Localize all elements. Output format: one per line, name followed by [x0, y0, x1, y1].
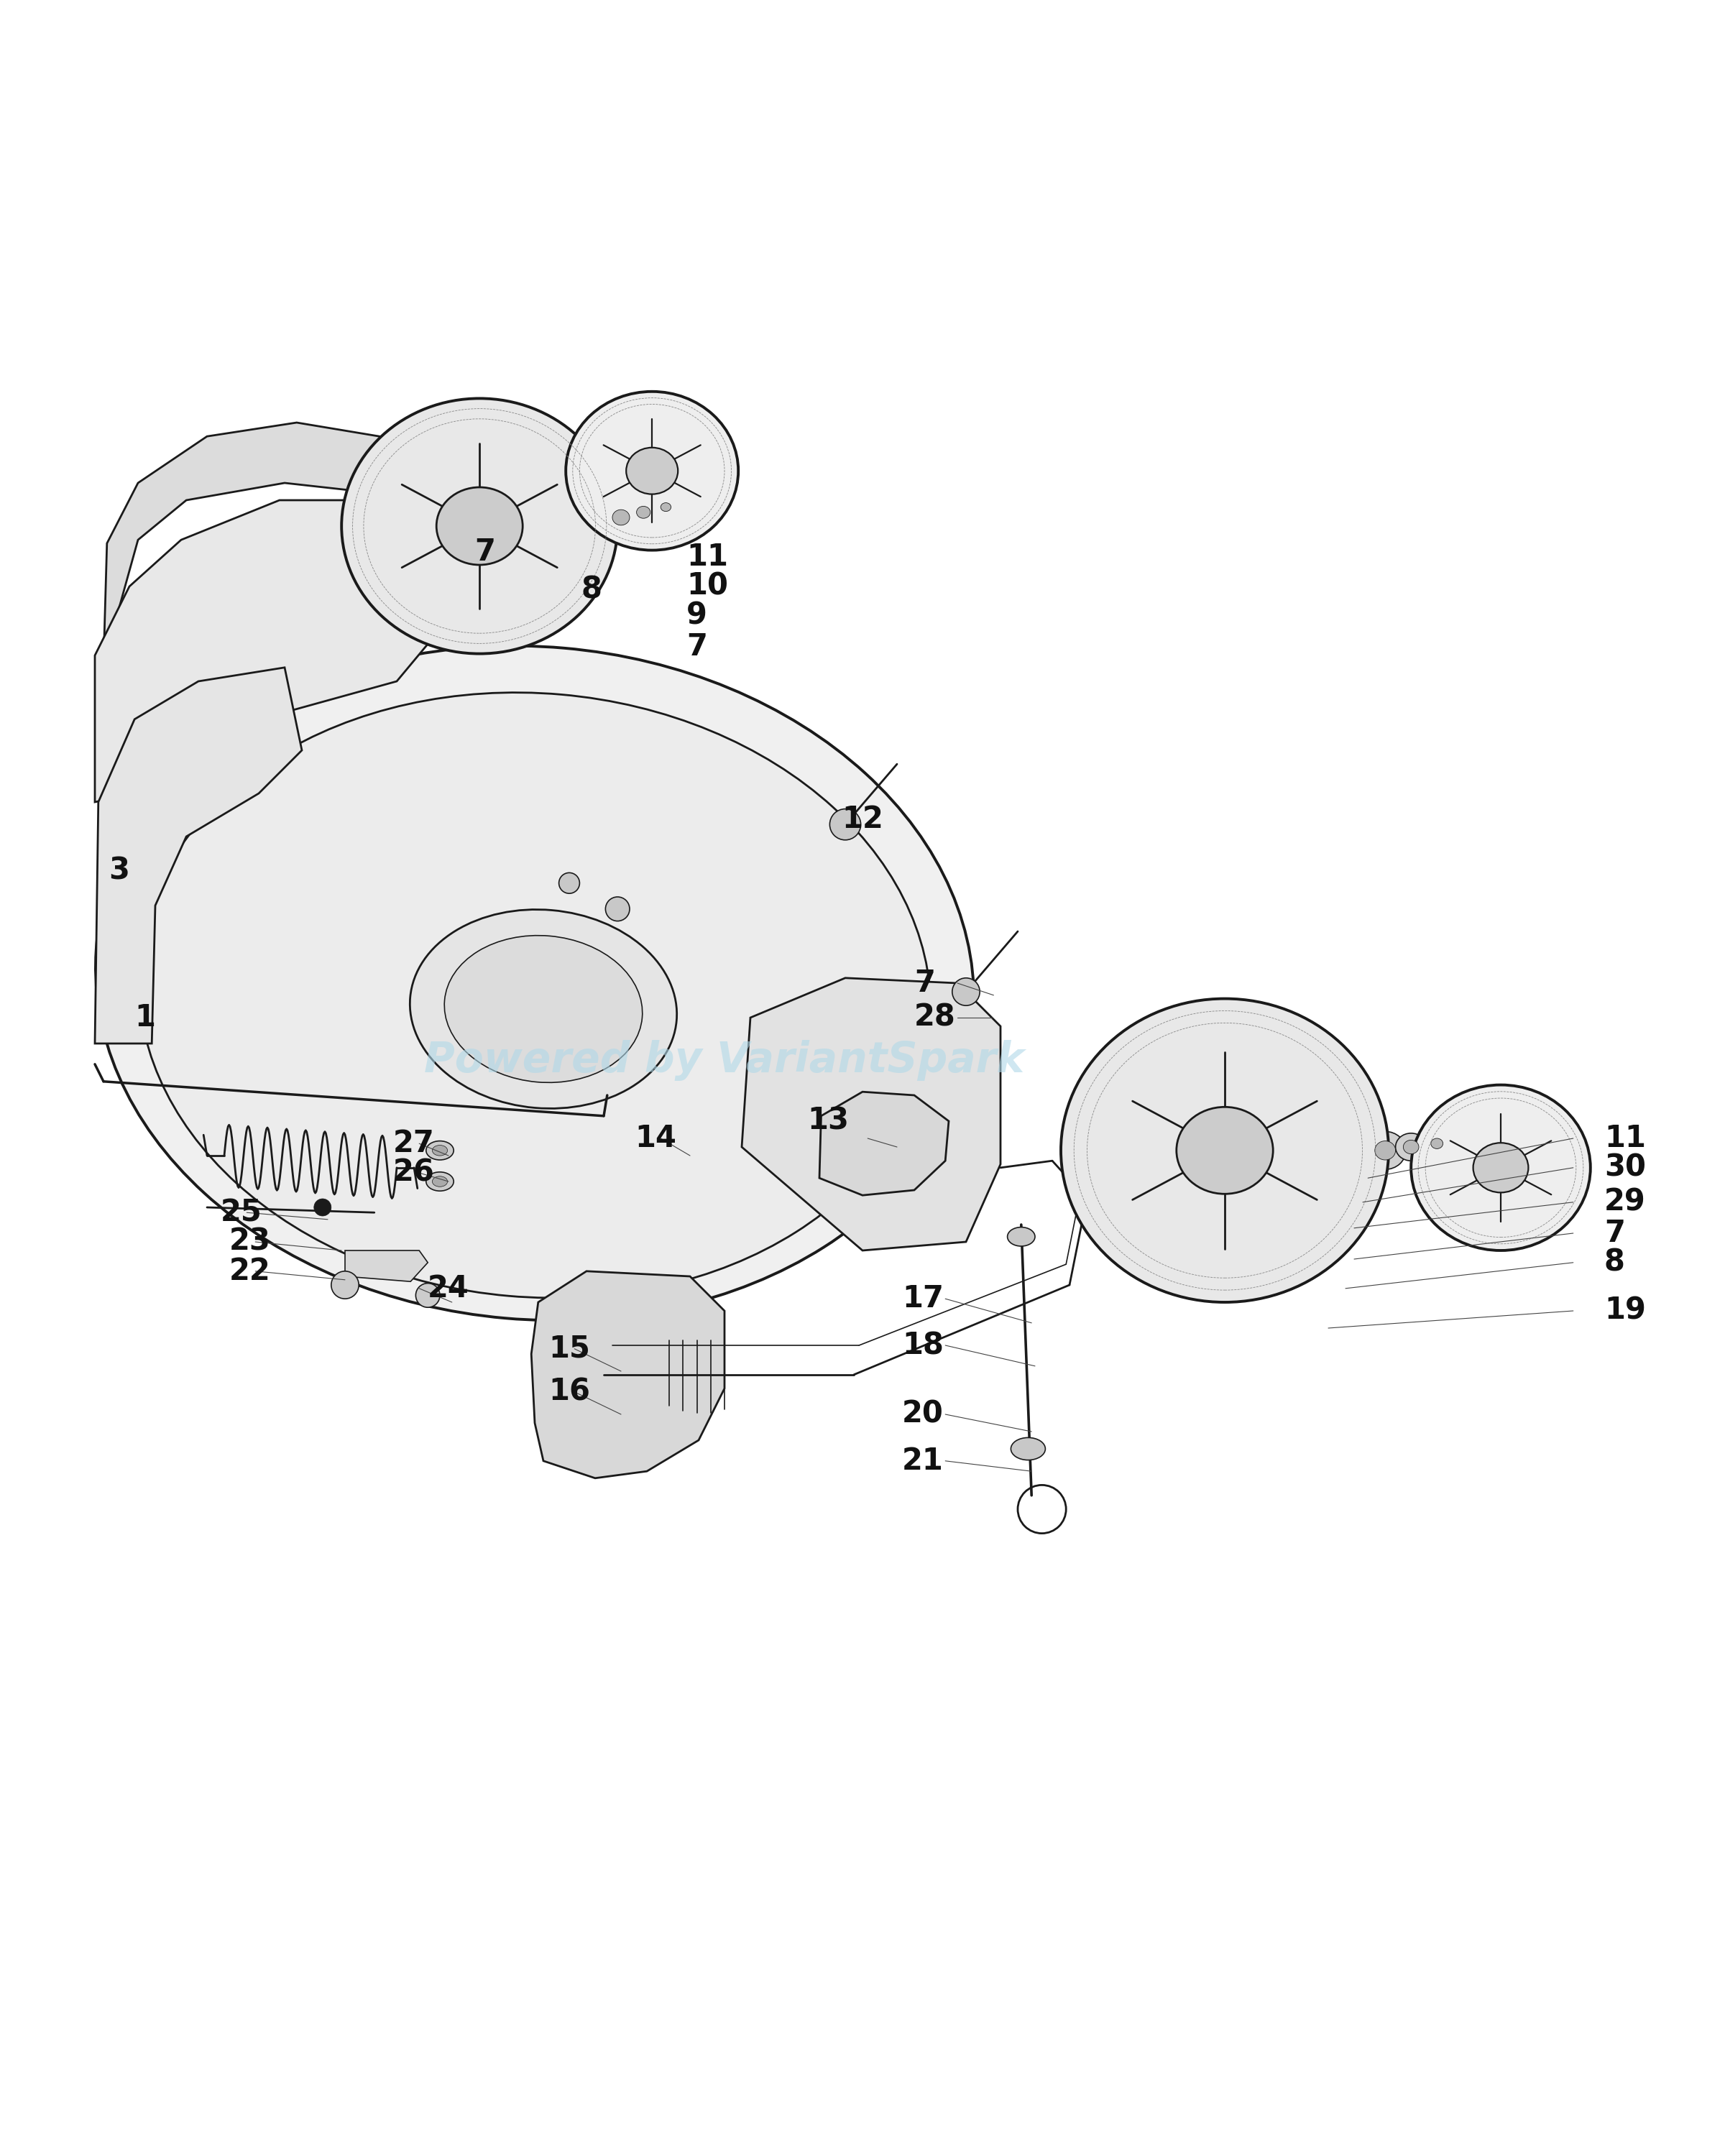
Text: 25: 25 — [221, 1197, 262, 1227]
Ellipse shape — [637, 507, 650, 517]
Text: 24: 24 — [428, 1274, 469, 1304]
Circle shape — [605, 897, 630, 921]
Circle shape — [331, 1272, 359, 1298]
Circle shape — [952, 979, 980, 1005]
Polygon shape — [345, 1250, 428, 1281]
Text: 17: 17 — [902, 1283, 944, 1313]
Ellipse shape — [433, 1145, 447, 1156]
Text: 23: 23 — [229, 1227, 271, 1257]
Polygon shape — [95, 668, 302, 1044]
Text: 7: 7 — [1604, 1218, 1625, 1248]
Text: 8: 8 — [581, 576, 602, 606]
Ellipse shape — [426, 1141, 454, 1160]
Polygon shape — [531, 1272, 724, 1479]
Text: Powered by VariantSpark: Powered by VariantSpark — [424, 1041, 1025, 1082]
Text: 1: 1 — [135, 1003, 155, 1033]
Text: 8: 8 — [1604, 1248, 1625, 1279]
Ellipse shape — [1061, 998, 1389, 1302]
Ellipse shape — [661, 502, 671, 511]
Text: 16: 16 — [549, 1378, 590, 1408]
Ellipse shape — [342, 399, 618, 653]
Text: 13: 13 — [807, 1106, 849, 1136]
Text: 28: 28 — [914, 1003, 956, 1033]
Ellipse shape — [433, 1177, 447, 1186]
Text: 29: 29 — [1604, 1188, 1646, 1218]
Ellipse shape — [138, 692, 932, 1298]
Ellipse shape — [1430, 1138, 1444, 1149]
Text: 30: 30 — [1604, 1153, 1646, 1184]
Text: 11: 11 — [687, 541, 728, 571]
Text: 15: 15 — [549, 1335, 590, 1365]
Ellipse shape — [436, 487, 523, 565]
Text: 10: 10 — [687, 571, 728, 602]
Ellipse shape — [630, 500, 657, 524]
Text: 18: 18 — [902, 1330, 944, 1360]
Ellipse shape — [411, 910, 676, 1108]
Ellipse shape — [1375, 1141, 1396, 1160]
Text: 3: 3 — [109, 856, 129, 886]
Polygon shape — [819, 1091, 949, 1194]
Text: 7: 7 — [474, 537, 495, 567]
Circle shape — [830, 808, 861, 841]
Polygon shape — [95, 500, 440, 802]
Circle shape — [314, 1199, 331, 1216]
Ellipse shape — [1176, 1106, 1273, 1194]
Ellipse shape — [445, 936, 642, 1082]
Ellipse shape — [612, 509, 630, 526]
Ellipse shape — [566, 392, 738, 550]
Text: 21: 21 — [902, 1447, 944, 1477]
Text: 20: 20 — [902, 1399, 944, 1429]
Ellipse shape — [1411, 1084, 1590, 1250]
Text: 27: 27 — [393, 1128, 435, 1158]
Circle shape — [416, 1283, 440, 1307]
Text: 7: 7 — [687, 632, 707, 662]
Text: 7: 7 — [914, 968, 935, 998]
Ellipse shape — [1011, 1438, 1045, 1460]
Ellipse shape — [1425, 1134, 1449, 1153]
Polygon shape — [104, 423, 448, 664]
Ellipse shape — [1396, 1134, 1427, 1160]
Text: 19: 19 — [1604, 1296, 1646, 1326]
Ellipse shape — [426, 1173, 454, 1190]
Ellipse shape — [95, 647, 975, 1319]
Text: 26: 26 — [393, 1158, 435, 1188]
Text: 9: 9 — [687, 602, 707, 632]
Ellipse shape — [1364, 1132, 1406, 1169]
Ellipse shape — [1007, 1227, 1035, 1246]
Polygon shape — [742, 979, 1000, 1250]
Text: 11: 11 — [1604, 1123, 1646, 1153]
Circle shape — [559, 873, 580, 893]
Ellipse shape — [1473, 1143, 1528, 1192]
Text: 22: 22 — [229, 1257, 271, 1287]
Ellipse shape — [604, 502, 638, 533]
Ellipse shape — [1404, 1141, 1418, 1153]
Text: 14: 14 — [635, 1123, 676, 1153]
Ellipse shape — [656, 498, 676, 515]
Text: 12: 12 — [842, 804, 883, 834]
Ellipse shape — [626, 448, 678, 494]
